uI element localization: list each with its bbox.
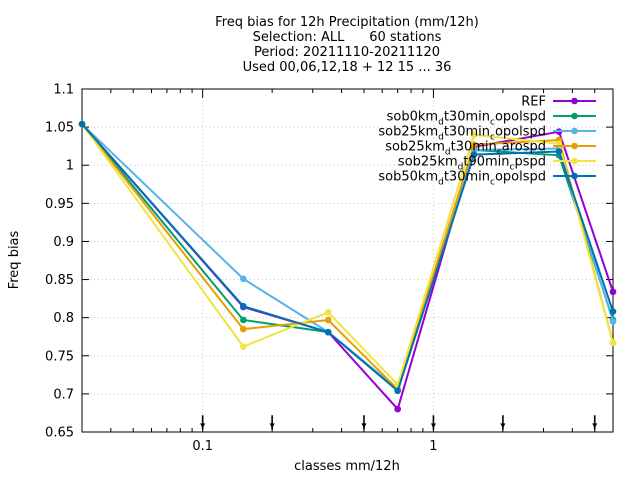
plot-frame <box>81 88 614 433</box>
data-point <box>239 343 247 350</box>
chart-title-line-4: Used 00,06,12,18 + 12 15 ... 36 <box>243 60 452 75</box>
x-tick-label: 0.1 <box>192 439 213 454</box>
data-point <box>470 151 478 158</box>
legend-label: sob25kmdt30mincopolspd <box>378 125 546 143</box>
data-point <box>609 318 617 325</box>
class-marker-head <box>361 423 367 429</box>
chart-title-line-3: Period: 20211110-20211120 <box>254 45 440 60</box>
legend-label: sob25kmdt30mincarospd <box>385 140 546 158</box>
legend-swatch-point <box>571 172 578 180</box>
chart-title-block: Freq bias for 12h Precipitation (mm/12h)… <box>215 15 479 75</box>
data-point <box>324 316 332 324</box>
y-tick-label: 0.7 <box>53 387 74 402</box>
y-tick-label: 1.1 <box>53 83 74 98</box>
y-tick-label: 1 <box>66 159 74 174</box>
y-tick-label: 0.9 <box>53 235 74 250</box>
class-markers <box>200 415 598 430</box>
legend-swatch-point <box>571 142 578 150</box>
x-axis-label: classes mm/12h <box>294 459 400 474</box>
y-tick-label: 0.75 <box>45 349 74 364</box>
grid-lines <box>82 89 613 432</box>
data-point <box>470 131 478 139</box>
chart-title-line-1: Freq bias for 12h Precipitation (mm/12h) <box>215 15 479 30</box>
data-point <box>555 148 563 155</box>
class-marker-head <box>200 423 206 429</box>
legend-label: sob0kmdt30mincopolspd <box>387 110 546 128</box>
data-point <box>239 325 247 333</box>
class-marker-head <box>500 423 506 429</box>
class-marker-head <box>269 423 275 429</box>
legend-swatch-point <box>571 112 578 120</box>
y-tick-label: 0.95 <box>45 197 74 212</box>
y-tick-label: 0.8 <box>53 311 74 326</box>
data-point <box>78 120 86 128</box>
chart-title-line-2: Selection: ALL 60 stations <box>253 30 442 45</box>
data-point <box>609 308 617 315</box>
y-tick-label: 0.85 <box>45 273 74 288</box>
data-point <box>394 387 401 395</box>
axis-ticks: 0.65 0.7 0.75 0.8 0.85 0.9 0.95 1 1.05 1.1 0.1 1 <box>45 83 613 454</box>
y-axis-label: Freq bias <box>7 230 22 289</box>
legend-swatch-point <box>571 127 578 135</box>
data-point <box>239 316 247 324</box>
y-tick-label: 1.05 <box>45 121 74 136</box>
legend-swatch-point <box>571 157 578 165</box>
plot-border <box>81 88 614 433</box>
data-point <box>239 302 247 310</box>
legend-label: REF <box>521 95 546 110</box>
data-point <box>609 288 617 296</box>
data-point <box>609 339 617 347</box>
class-marker-head <box>430 423 436 429</box>
data-point <box>324 328 332 336</box>
x-tick-label: 1 <box>429 439 437 454</box>
data-point <box>324 309 332 316</box>
legend-label: sob50kmdt30mincopolspd <box>378 170 546 188</box>
legend: REFsob0kmdt30mincopolspdsob25kmdt30minco… <box>378 95 596 188</box>
data-point <box>394 405 401 413</box>
legend-label: sob25kmdt90mincpspd <box>398 155 546 173</box>
legend-swatch-point <box>571 97 578 105</box>
y-tick-label: 0.65 <box>45 426 74 441</box>
class-marker-head <box>592 423 598 429</box>
data-point <box>239 275 247 283</box>
